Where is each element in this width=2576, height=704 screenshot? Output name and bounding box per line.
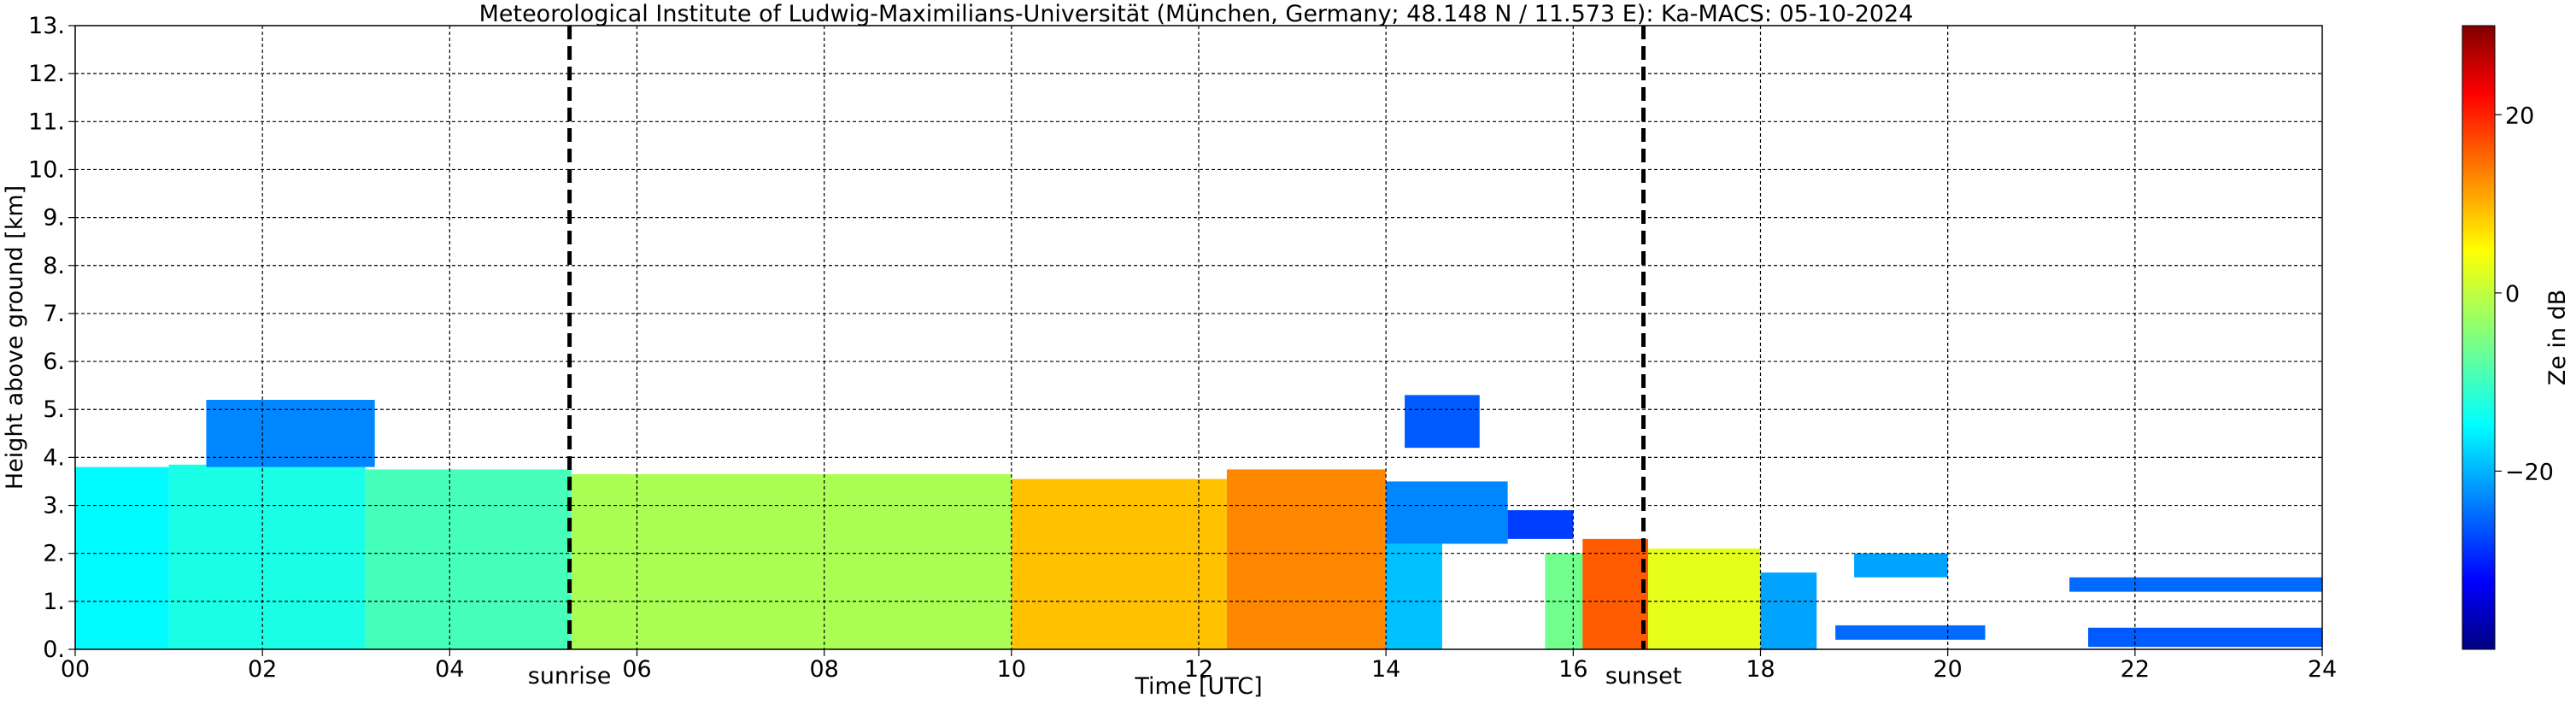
x-axis-label: Time [UTC] [1134,673,1262,700]
y-tick-label: 10. [28,156,65,183]
x-tick-label: 04 [435,656,464,683]
echo-region [1507,510,1574,539]
y-tick-label: 7. [43,301,65,327]
y-tick-label: 9. [43,205,65,232]
y-axis-label: Height above ground [km] [2,185,28,490]
echo-region [1386,543,1442,649]
sun-event-label: sunrise [528,663,612,689]
y-tick-label: 8. [43,253,65,279]
sun-event-label: sunset [1605,663,1682,689]
colorbar-scale [2462,25,2496,650]
echo-region [2069,577,2322,592]
x-tick-label: 24 [2308,656,2337,683]
echo-region [1835,625,1986,640]
axis-ticks: 00 02 04 06 08 10 12 14 16 18 20 22 24 0. 1. 2. 3. 4. 5. 6.… [28,13,2337,683]
x-tick-label: 00 [61,656,90,683]
y-tick-label: 3. [43,493,65,519]
y-tick-label: 2. [43,541,65,567]
echo-region [571,474,1012,649]
echo-region [1226,469,1387,649]
y-tick-label: 12. [28,61,65,87]
echo-region [1405,395,1480,449]
x-tick-label: 06 [622,656,651,683]
y-tick-label: 13. [28,13,65,39]
sun-annotations: sunrise sunset [528,26,1681,689]
echo-region [1760,572,1817,649]
echo-region [1386,481,1508,544]
x-tick-label: 02 [248,656,277,683]
grid-lines [75,26,2322,649]
y-tick-label: 6. [43,349,65,375]
y-tick-label: 11. [28,109,65,135]
colorbar: 20 0 −20 Ze in dB [2462,25,2571,650]
x-tick-label: 12 [1184,656,1213,683]
y-tick-label: 0. [43,637,65,663]
colorbar-tick-label: −20 [2505,459,2554,485]
y-tick-label: 1. [43,589,65,615]
x-tick-label: 14 [1371,656,1400,683]
x-tick-label: 18 [1746,656,1775,683]
echo-region [365,469,572,649]
echo-region [2088,627,2322,648]
chart-title: Meteorological Institute of Ludwig-Maxim… [479,1,1914,27]
colorbar-tick-label: 20 [2505,103,2534,129]
x-tick-label: 10 [997,656,1026,683]
x-tick-label: 08 [809,656,838,683]
echo-region [1582,538,1648,649]
echo-region [206,400,375,467]
y-tick-label: 5. [43,396,65,423]
x-tick-label: 22 [2121,656,2150,683]
radar-echo-layer [75,395,2322,649]
echo-region [168,464,366,649]
colorbar-label: Ze in dB [2544,290,2571,386]
echo-region [1011,478,1227,649]
echo-region [1648,549,1761,649]
y-tick-label: 4. [43,444,65,471]
echo-region [1854,553,1948,578]
colorbar-ticks: 20 0 −20 [2495,103,2554,485]
echo-region [75,466,169,649]
x-tick-label: 20 [1933,656,1962,683]
x-tick-label: 16 [1558,656,1587,683]
colorbar-tick-label: 0 [2505,281,2520,308]
